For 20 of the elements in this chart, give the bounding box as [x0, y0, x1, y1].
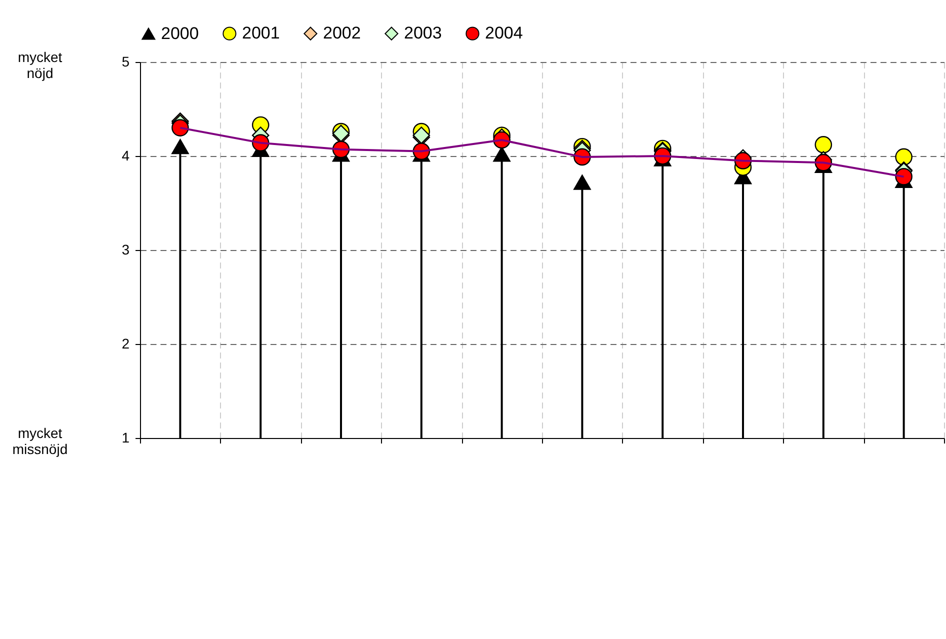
y-tick-label: 4 — [122, 148, 130, 164]
point — [172, 119, 189, 136]
y-tick-label: 3 — [122, 242, 130, 258]
legend-label: 2000 — [161, 24, 199, 43]
legend-label: 2001 — [242, 24, 280, 43]
point — [814, 136, 832, 154]
text: mycket nöjd — [18, 49, 62, 81]
point — [172, 139, 189, 154]
legend-label: 2004 — [485, 24, 523, 43]
point — [895, 148, 912, 166]
point — [412, 126, 430, 144]
legend-label: 2003 — [404, 24, 442, 43]
legend-label: 2002 — [323, 24, 361, 43]
y-tick-label: 1 — [122, 430, 130, 446]
point — [493, 146, 510, 162]
text: mycket missnöjd — [12, 425, 68, 457]
point — [574, 174, 591, 190]
y-tick-label: 2 — [122, 336, 130, 352]
point — [895, 168, 912, 186]
y-tick-label: 5 — [122, 54, 130, 70]
